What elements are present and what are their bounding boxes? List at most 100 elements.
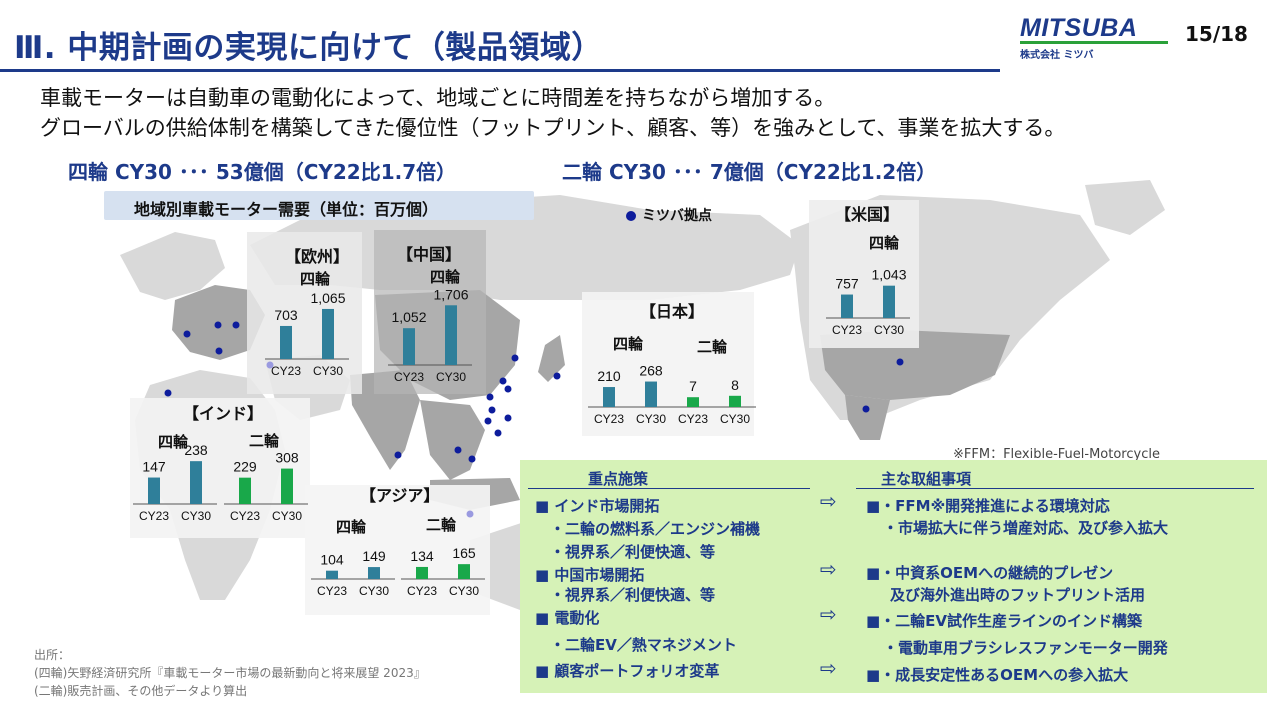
bar <box>190 461 202 504</box>
tick-label: CY30 <box>272 509 302 523</box>
data-label: 8 <box>731 377 739 393</box>
bar <box>883 285 895 318</box>
bar <box>841 294 853 318</box>
tick-label: CY23 <box>832 323 862 337</box>
bar <box>322 308 334 359</box>
header-rule-left <box>528 488 810 489</box>
tick-label: CY23 <box>394 370 424 384</box>
headline-four-wheel: 四輪 CY30 ･･･ 53億個（CY22比1.7倍） <box>68 160 457 184</box>
bar <box>416 566 428 579</box>
page-title: Ⅲ. 中期計画の実現に向けて（製品領域） <box>14 30 603 66</box>
measure-item: ・視界系／利便快適、等 <box>550 543 716 561</box>
lead-line-1: 車載モーターは自動車の電動化によって、地域ごとに時間差を持ちながら増加する。 <box>40 86 836 110</box>
measure-item: ■ 顧客ポートフォリオ変革 <box>535 662 720 680</box>
page-number: 15/18 <box>1185 22 1248 46</box>
bar <box>403 328 415 365</box>
data-label: 104 <box>320 552 344 568</box>
tick-label: CY30 <box>720 412 750 426</box>
data-label: 149 <box>362 548 386 564</box>
arrow-right-icon: ⇨ <box>820 489 837 513</box>
series-label: 四輪 <box>300 270 331 288</box>
action-item: ■・中資系OEMへの継続的プレゼン <box>866 564 1114 582</box>
action-item: 及び海外進出時のフットプリント活用 <box>890 586 1146 604</box>
tick-label: CY30 <box>359 584 389 598</box>
action-item: ・電動車用ブラシレスファンモーター開発 <box>883 639 1168 657</box>
series-label: 四輪 <box>336 518 367 536</box>
region-title: 【米国】 <box>835 205 899 224</box>
data-label: 1,706 <box>433 286 468 302</box>
data-label: 165 <box>452 545 476 561</box>
data-label: 1,065 <box>310 290 345 306</box>
data-label: 238 <box>184 442 208 458</box>
data-label: 147 <box>142 459 166 475</box>
region-title: 【日本】 <box>640 302 704 321</box>
tick-label: CY23 <box>230 509 260 523</box>
bar <box>458 564 470 579</box>
measure-item: ■ 中国市場開拓 <box>535 566 645 584</box>
tick-label: CY30 <box>636 412 666 426</box>
region-title: 【欧州】 <box>285 247 349 266</box>
measures-panel <box>520 460 1267 693</box>
logo-bar <box>1020 41 1168 44</box>
data-label: 1,052 <box>391 309 426 325</box>
arrow-right-icon: ⇨ <box>820 557 837 581</box>
measure-item: ■ 電動化 <box>535 609 600 627</box>
tick-label: CY30 <box>181 509 211 523</box>
series-label: 四輪 <box>430 268 461 286</box>
base-dot-icon <box>626 211 636 221</box>
data-label: 134 <box>410 548 434 564</box>
bar <box>645 381 657 407</box>
action-item: ・市場拡大に伴う増産対応、及び参入拡大 <box>883 519 1169 537</box>
action-item: ■・二輪EV試作生産ラインのインド構築 <box>866 612 1143 630</box>
bar <box>280 325 292 359</box>
company-name: 株式会社 ミツバ <box>1020 50 1094 61</box>
tick-label: CY23 <box>594 412 624 426</box>
measure-item: ・視界系／利便快適、等 <box>550 586 716 604</box>
data-label: 703 <box>274 307 298 323</box>
series-label: 二輪 <box>697 338 728 356</box>
tick-label: CY30 <box>313 364 343 378</box>
series-label: 二輪 <box>426 516 457 534</box>
demand-legend-label: 地域別車載モーター需要（単位：百万個） <box>134 200 439 219</box>
source-line-1: (四輪)矢野経済研究所『車載モーター市場の最新動向と将来展望 2023』 <box>34 666 426 680</box>
series-label: 四輪 <box>869 234 900 252</box>
data-label: 1,043 <box>871 267 906 283</box>
bar <box>326 570 338 579</box>
data-label: 229 <box>233 459 257 475</box>
measure-item: ■ インド市場開拓 <box>535 497 660 515</box>
tick-label: CY23 <box>139 509 169 523</box>
tick-label: CY23 <box>678 412 708 426</box>
region-title: 【インド】 <box>183 405 263 423</box>
bar <box>687 397 699 407</box>
series-label: 四輪 <box>613 335 644 353</box>
measures-header-right: 主な取組事項 <box>881 470 972 488</box>
measures-header-left: 重点施策 <box>588 470 649 488</box>
company-logo: MITSUBA <box>1020 14 1138 42</box>
action-item: ■・FFM※開発推進による環境対応 <box>866 497 1110 515</box>
data-label: 308 <box>275 450 299 466</box>
headline-two-wheel: 二輪 CY30 ･･･ 7億個（CY22比1.2倍） <box>562 160 937 184</box>
series-label: 二輪 <box>249 432 280 450</box>
bar <box>603 387 615 407</box>
title-underline <box>0 69 1000 72</box>
data-label: 268 <box>639 363 663 379</box>
bar <box>148 477 160 504</box>
action-item: ■・成長安定性あるOEMへの参入拡大 <box>866 666 1129 684</box>
tick-label: CY23 <box>407 584 437 598</box>
source-line-2: (二輪)販売計画、その他データより算出 <box>34 684 248 698</box>
region-title: 【中国】 <box>397 245 461 264</box>
measure-item: ・二輪の燃料系／エンジン補機 <box>550 520 761 538</box>
source-label: 出所： <box>34 648 71 662</box>
tick-label: CY30 <box>436 370 466 384</box>
region-title: 【アジア】 <box>360 487 439 505</box>
bar <box>281 468 293 504</box>
base-legend-label: ミツバ拠点 <box>642 208 712 224</box>
data-label: 210 <box>597 368 621 384</box>
tick-label: CY30 <box>874 323 904 337</box>
arrow-right-icon: ⇨ <box>820 656 837 680</box>
data-label: 757 <box>835 276 859 292</box>
measure-item: ・二輪EV／熱マネジメント <box>550 636 737 654</box>
series-label: 四輪 <box>158 433 189 451</box>
arrow-right-icon: ⇨ <box>820 602 837 626</box>
bar <box>239 477 251 504</box>
